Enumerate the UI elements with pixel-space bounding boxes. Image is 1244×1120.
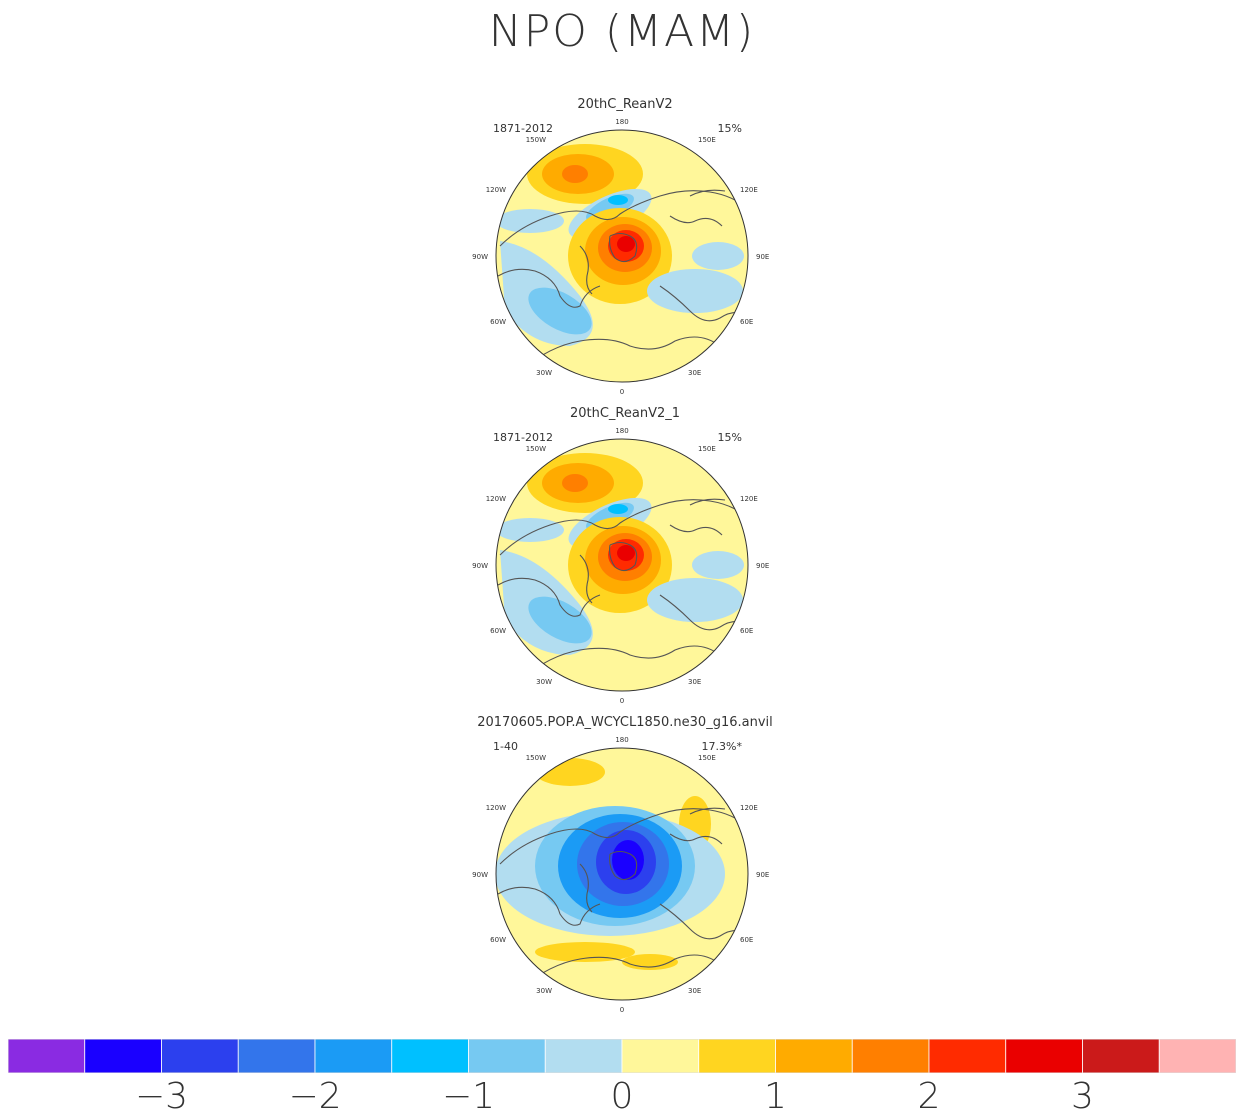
map-panel: 180 150E 120E 90E 60E 30E 0 30W 60W 90W 120W 150W 20… <box>460 406 790 706</box>
polar-map: 180 150E 120E 90E 60E 30E 0 30W 60W 90W 120W 150W <box>472 736 769 1014</box>
longitude-label: 90E <box>756 871 769 879</box>
map-field <box>496 439 748 691</box>
colorbar-tick-label: −2 <box>288 1076 342 1117</box>
longitude-label: 30W <box>536 369 552 377</box>
panel-period: 1871-2012 <box>493 122 553 135</box>
longitude-label: 150E <box>698 754 716 762</box>
longitude-label: 90E <box>756 562 769 570</box>
colorbar <box>7 1038 1237 1074</box>
longitude-label: 120E <box>740 804 758 812</box>
map-field <box>496 748 748 1000</box>
longitude-label: 180 <box>615 427 628 435</box>
longitude-label: 60E <box>740 318 753 326</box>
longitude-label: 0 <box>620 388 624 396</box>
colorbar-swatch <box>851 1038 930 1074</box>
longitude-label: 150W <box>526 445 546 453</box>
colorbar-swatches <box>7 1038 1237 1074</box>
map-border <box>495 747 749 1001</box>
longitude-label: 30E <box>688 678 701 686</box>
longitude-label: 90W <box>472 562 488 570</box>
colorbar-swatch <box>698 1038 776 1074</box>
longitude-label: 90E <box>756 253 769 261</box>
map-border <box>495 438 749 692</box>
colorbar-swatch <box>468 1038 546 1074</box>
colorbar-swatch <box>621 1038 700 1074</box>
polar-map: 180 150E 120E 90E 60E 30E 0 30W 60W 90W 120W 150W <box>472 427 769 705</box>
panel-variance-explained: 15% <box>717 122 742 135</box>
colorbar-swatch <box>237 1038 316 1074</box>
longitude-label: 30W <box>536 678 552 686</box>
longitude-label: 60W <box>490 318 506 326</box>
longitude-label: 180 <box>615 736 628 744</box>
longitude-label: 180 <box>615 118 628 126</box>
longitude-label: 150W <box>526 754 546 762</box>
polar-map: 180 150E 120E 90E 60E 30E 0 30W 60W 90W 120W 150W <box>472 118 769 396</box>
map-panel: 180 150E 120E 90E 60E 30E 0 30W 60W 90W 120W 150W 20… <box>460 97 790 397</box>
panel-period: 1-40 <box>493 740 518 753</box>
panel-title: 20thC_ReanV2_1 <box>569 406 681 421</box>
longitude-label: 60E <box>740 627 753 635</box>
longitude-label: 60W <box>490 936 506 944</box>
colorbar-swatch <box>1082 1038 1160 1074</box>
panel-title: 20170605.POP.A_WCYCL1850.ne30_g16.anvil <box>477 715 773 730</box>
colorbar-swatch <box>1005 1038 1083 1074</box>
map-panel: 180 150E 120E 90E 60E 30E 0 30W 60W 90W 120W 150W 20… <box>460 715 790 1015</box>
longitude-label: 30E <box>688 369 701 377</box>
colorbar-swatch <box>84 1038 162 1074</box>
longitude-label: 120W <box>486 804 506 812</box>
map-field <box>496 130 748 382</box>
colorbar-swatch <box>775 1038 853 1074</box>
colorbar-swatch <box>928 1038 1007 1074</box>
colorbar-swatch <box>7 1038 86 1074</box>
panel-variance-explained: 15% <box>717 431 742 444</box>
longitude-label: 120W <box>486 495 506 503</box>
colorbar-tick-label: 3 <box>1071 1076 1094 1117</box>
map-border <box>495 129 749 383</box>
longitude-label: 0 <box>620 1006 624 1014</box>
colorbar-swatch <box>161 1038 239 1074</box>
longitude-label: 60E <box>740 936 753 944</box>
main-title: NPO (MAM) <box>488 6 756 57</box>
longitude-label: 120E <box>740 186 758 194</box>
longitude-label: 120W <box>486 186 506 194</box>
colorbar-tick-label: 2 <box>917 1076 941 1117</box>
longitude-label: 0 <box>620 697 624 705</box>
longitude-label: 60W <box>490 627 506 635</box>
panel-title: 20thC_ReanV2 <box>577 97 673 112</box>
panel-period: 1871-2012 <box>493 431 553 444</box>
colorbar-swatch <box>314 1038 393 1074</box>
longitude-label: 150W <box>526 136 546 144</box>
colorbar-tick-label: −3 <box>134 1076 189 1117</box>
colorbar-swatch <box>1158 1038 1237 1074</box>
longitude-label: 90W <box>472 253 488 261</box>
longitude-label: 30W <box>536 987 552 995</box>
longitude-label: 150E <box>698 445 716 453</box>
colorbar-tick-label: 0 <box>610 1076 634 1117</box>
colorbar-swatch <box>391 1038 469 1074</box>
colorbar-tick-label: 1 <box>764 1076 787 1117</box>
colorbar-swatch <box>544 1038 623 1074</box>
longitude-label: 90W <box>472 871 488 879</box>
longitude-label: 150E <box>698 136 716 144</box>
panel-variance-explained: 17.3%* <box>701 740 742 753</box>
longitude-label: 30E <box>688 987 701 995</box>
colorbar-tick-label: −1 <box>441 1076 496 1117</box>
longitude-label: 120E <box>740 495 758 503</box>
